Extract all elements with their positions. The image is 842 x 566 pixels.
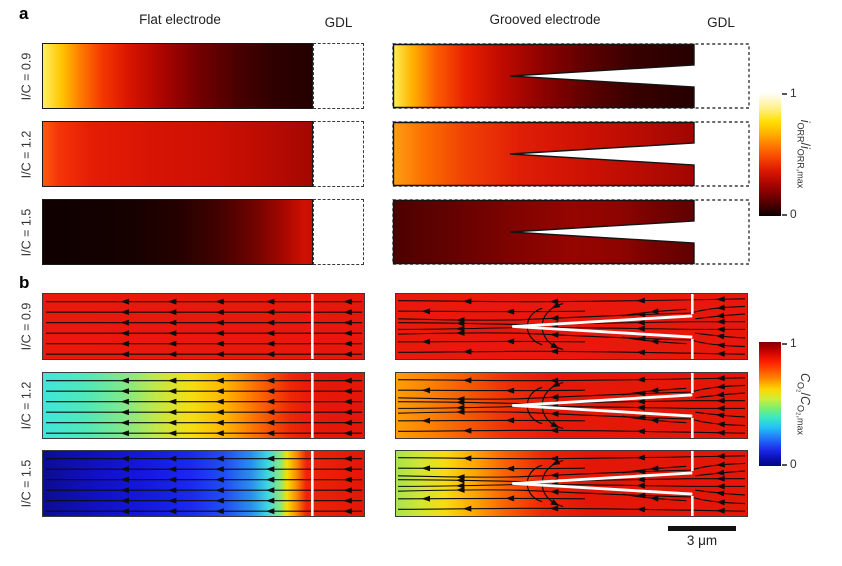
grooved-electrode-title: Grooved electrode (489, 12, 601, 27)
colorbar-b-sub1: O₂ (795, 382, 806, 393)
scale-bar (668, 526, 736, 531)
row-label-b-ic12: I/C = 1.2 (19, 381, 34, 430)
heatmap-current-flat-ic09 (42, 43, 313, 109)
gdl-box-flat-ic12 (313, 121, 364, 187)
row-label-b-ic09: I/C = 0.9 (19, 302, 34, 351)
panel-a-label: a (19, 4, 29, 23)
gdl-box-flat-ic09 (313, 43, 364, 109)
colorbar-current (759, 92, 781, 216)
heatmap-current-flat-ic15 (42, 199, 313, 265)
colorbar-a-sub2: ORR,max (795, 148, 806, 189)
heatmap-oxygen-grooved-ic09 (395, 293, 748, 360)
colorbar-oxygen (759, 342, 781, 466)
heatmap-oxygen-grooved-ic12 (395, 372, 748, 439)
colorbar-a-axis-label: iORR/iORR,max (795, 89, 813, 219)
row-label-a-ic15: I/C = 1.5 (19, 208, 34, 256)
colorbar-b-tick-min (782, 464, 787, 466)
colorbar-a-tick-min (782, 214, 787, 216)
heatmap-current-grooved-ic09 (392, 43, 750, 109)
heatmap-oxygen-grooved-ic15 (395, 450, 748, 517)
heatmap-current-grooved-ic12 (392, 121, 750, 187)
colorbar-a-min: 0 (790, 207, 797, 221)
scale-bar-label: 3 μm (686, 533, 718, 548)
colorbar-b-axis-label: CO₂/CO₂,max (795, 339, 813, 469)
colorbar-b-var2: C (798, 395, 812, 406)
row-label-a-ic09: I/C = 0.9 (19, 52, 34, 100)
row-label-b-ic15: I/C = 1.5 (19, 459, 34, 508)
gdl-box-flat-ic15 (313, 199, 364, 265)
colorbar-a-tick-max (782, 93, 787, 95)
colorbar-b-var1: C (798, 372, 812, 382)
row-label-a-ic12: I/C = 1.2 (19, 130, 34, 178)
gdl-label-left: GDL (324, 15, 353, 30)
heatmap-oxygen-flat-ic12 (42, 372, 365, 439)
colorbar-b-min: 0 (790, 457, 797, 471)
flat-electrode-title: Flat electrode (139, 12, 221, 27)
heatmap-current-grooved-ic15 (392, 199, 750, 265)
heatmap-oxygen-flat-ic09 (42, 293, 365, 360)
heatmap-current-flat-ic12 (42, 121, 313, 187)
colorbar-b-sub2: O₂,max (795, 405, 806, 436)
panel-b-label: b (19, 273, 30, 292)
gdl-label-right: GDL (707, 15, 735, 30)
colorbar-a-sub1: ORR (795, 122, 806, 143)
colorbar-b-max: 1 (790, 336, 797, 350)
colorbar-b-tick-max (782, 343, 787, 345)
heatmap-oxygen-flat-ic15 (42, 450, 365, 517)
colorbar-a-max: 1 (790, 86, 797, 100)
